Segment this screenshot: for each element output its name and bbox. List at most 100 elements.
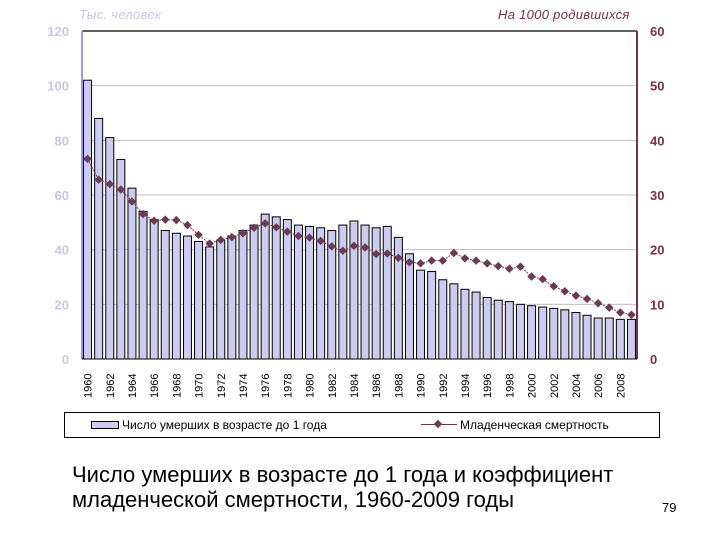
diamond-marker-icon — [260, 219, 270, 228]
diamond-marker-icon — [216, 235, 225, 245]
left-tick-label: 60 — [55, 188, 69, 203]
diamond-marker-icon — [161, 215, 170, 224]
x-tick-label: 2002 — [549, 374, 561, 398]
diamond-marker-icon — [272, 223, 281, 232]
diamond-marker-icon — [305, 233, 314, 242]
diamond-marker-icon — [283, 227, 292, 236]
x-tick-label: 1996 — [482, 374, 494, 398]
x-tick-label: 1988 — [393, 374, 405, 398]
right-tick-label: 50 — [650, 79, 664, 94]
diamond-marker-icon — [371, 249, 381, 259]
x-tick-label: 1966 — [149, 374, 161, 398]
diamond-marker-icon — [172, 215, 181, 225]
bar — [271, 216, 281, 360]
x-tick-label: 1986 — [371, 374, 383, 398]
diamond-marker-icon — [460, 254, 470, 263]
x-tick-label: 1994 — [460, 374, 472, 398]
x-tick-label: 2000 — [527, 374, 539, 398]
bar — [504, 301, 514, 360]
diamond-marker-icon — [449, 248, 459, 258]
right-axis-ticks: 0 10 20 30 40 50 60 — [650, 24, 664, 367]
caption-line-1: Число умерших в возрасте до 1 года и коэ… — [72, 462, 614, 487]
bar — [571, 312, 581, 360]
bar — [560, 309, 570, 360]
bar — [216, 239, 226, 360]
bar — [527, 305, 537, 360]
x-tick-label: 1982 — [327, 374, 339, 398]
diamond-marker-icon — [94, 175, 103, 184]
diamond-marker-icon — [505, 264, 514, 274]
diamond-marker-icon — [427, 256, 436, 265]
x-tick-label: 1976 — [260, 374, 272, 398]
diamond-marker-icon — [194, 230, 203, 240]
bar — [471, 291, 481, 360]
left-axis-label: Тыс. человек — [79, 7, 162, 22]
bar — [604, 317, 614, 360]
bar — [205, 246, 215, 360]
left-tick-label: 20 — [55, 297, 69, 312]
right-tick-label: 10 — [650, 297, 664, 312]
diamond-marker-icon — [494, 261, 503, 271]
diamond-marker-icon — [360, 243, 370, 252]
bar — [593, 317, 603, 360]
bar-series — [83, 79, 636, 360]
diamond-marker-icon — [316, 236, 325, 246]
x-tick-label: 2008 — [615, 374, 627, 398]
diamond-marker-icon — [138, 209, 148, 219]
bar — [371, 227, 381, 360]
right-tick-label: 0 — [650, 352, 657, 367]
legend-item-line: Младенческая смертность — [421, 418, 609, 432]
diamond-marker-icon — [516, 262, 525, 271]
bar — [316, 227, 326, 360]
bar — [493, 299, 503, 360]
bar-swatch-icon — [91, 421, 119, 429]
bar — [338, 224, 348, 360]
x-tick-label: 1990 — [416, 374, 428, 398]
right-tick-label: 40 — [650, 133, 664, 148]
bar — [182, 235, 192, 360]
legend-item-bars: Число умерших в возрасте до 1 года — [91, 418, 327, 432]
diamond-marker-icon — [616, 308, 625, 317]
left-tick-label: 0 — [62, 352, 69, 367]
left-axis-ticks: 0 20 40 60 80 100 120 — [47, 24, 69, 367]
bar — [149, 219, 159, 360]
bar — [249, 224, 259, 360]
diamond-marker-icon — [605, 303, 614, 312]
diamond-marker-icon — [482, 259, 492, 268]
bar — [416, 269, 426, 360]
bar — [615, 318, 625, 360]
page-number: 79 — [662, 500, 677, 515]
bar — [482, 297, 492, 360]
right-tick-label: 60 — [650, 24, 664, 39]
left-tick-label: 120 — [47, 24, 69, 39]
diamond-marker-icon — [571, 291, 581, 300]
bar — [626, 318, 636, 360]
bar — [282, 219, 292, 360]
x-tick-label: 1972 — [216, 374, 228, 398]
diamond-marker-icon — [327, 242, 336, 251]
x-tick-label: 1974 — [238, 374, 250, 398]
x-tick-label: 1992 — [438, 374, 450, 398]
x-tick-label: 1980 — [305, 374, 317, 398]
diamond-marker-icon — [405, 257, 414, 267]
bar — [449, 283, 459, 360]
x-tick-label: 2004 — [571, 374, 583, 398]
diamond-marker-icon — [116, 185, 126, 194]
bar — [160, 230, 170, 360]
diamond-marker-icon — [349, 241, 359, 251]
diamond-marker-icon — [627, 310, 636, 319]
bar — [105, 137, 115, 360]
bar — [305, 225, 315, 360]
bar — [382, 225, 392, 360]
diamond-marker-icon — [83, 154, 92, 164]
bar — [227, 235, 237, 360]
right-tick-label: 20 — [650, 243, 664, 258]
x-tick-label: 1978 — [282, 374, 294, 398]
diamond-marker-icon — [593, 298, 603, 308]
bar — [293, 224, 303, 360]
diamond-marker-icon — [205, 239, 214, 248]
diamond-marker-icon — [471, 256, 481, 265]
right-tick-label: 30 — [650, 188, 664, 203]
bar — [94, 117, 104, 360]
legend-line-label: Младенческая смертность — [460, 418, 609, 432]
